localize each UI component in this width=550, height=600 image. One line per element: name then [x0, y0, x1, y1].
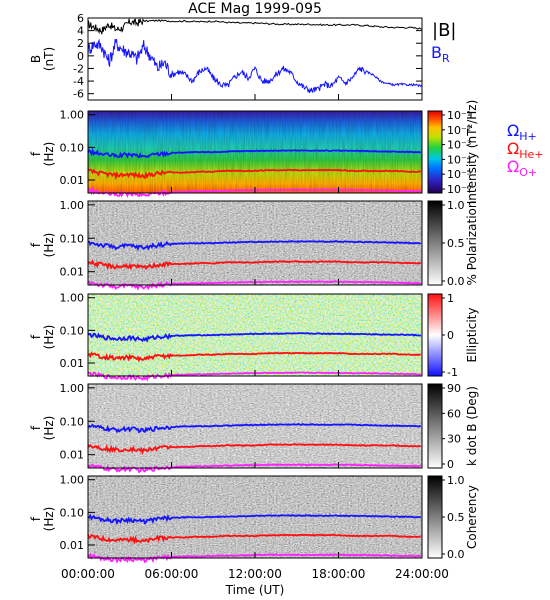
series-line-B-R [87, 38, 423, 94]
colorbar-label: Coherency [465, 485, 479, 549]
y-tick-label: 1.00 [60, 474, 85, 487]
y-tick-label: -2 [73, 62, 84, 75]
panel-frame [87, 17, 423, 101]
colorbar-tick-label: 0 [447, 329, 454, 342]
x-axis-label: Time (UT) [225, 583, 285, 597]
x-tick-label: 06:00:00 [145, 567, 199, 581]
colorbar-label: k dot B (Deg) [465, 386, 479, 466]
colorbar-tick-label: 30 [447, 433, 461, 446]
x-tick-label: 24:00:00 [395, 567, 449, 581]
gyrofrequency-line-Oplus [87, 280, 422, 291]
x-tick-label: 12:00:00 [228, 567, 282, 581]
colorbar-tick-label: 10⁻⁶ [447, 183, 472, 196]
colorbar-tick-label: 10⁻¹ [447, 109, 471, 122]
colorbar-tick-label: 10⁻⁴ [447, 153, 472, 166]
figure-title: ACE Mag 1999-095 [188, 1, 322, 17]
colorbar-tick-label: 1.0 [447, 474, 465, 487]
gyrofrequency-line-Oplus [87, 552, 421, 564]
colorbar [427, 293, 443, 377]
spectrogram-panel-3 [87, 200, 423, 291]
colorbar-tick-label: -1 [447, 366, 458, 379]
y-tick-label: 0.01 [60, 357, 85, 370]
gyrofrequency-line-Hplus [87, 332, 422, 344]
colorbar [427, 383, 443, 469]
y-axis-label: B(nT) [29, 47, 56, 71]
gyrofrequency-line-Oplus [87, 463, 421, 474]
spectrogram-panel-2 [87, 110, 423, 198]
y-tick-label: 1.00 [60, 382, 85, 395]
spectrogram-panel-5 [87, 383, 423, 474]
y-axis-label: f(Hz) [29, 507, 56, 532]
gyrofrequency-line-Oplus [87, 186, 422, 198]
y-tick-label: 0.10 [60, 141, 85, 154]
gyrofrequency-line-Heplus [87, 533, 422, 546]
y-tick-label: 0.10 [60, 415, 85, 428]
colorbar-label: % Polarization [465, 201, 479, 286]
y-axis-label: f(Hz) [29, 142, 56, 167]
y-tick-label: 1.00 [60, 109, 85, 122]
colorbar-tick-label: 0.0 [447, 548, 465, 561]
legend-B-R: BR [431, 43, 450, 65]
colorbar-tick-label: 0 [447, 458, 454, 471]
gyrofrequency-line-Heplus [87, 443, 422, 456]
colorbar-tick-label: 10⁻⁵ [447, 168, 471, 181]
y-tick-label: 0.10 [60, 506, 85, 519]
colorbar-tick-label: 0.5 [447, 511, 465, 524]
y-tick-label: -4 [73, 75, 84, 88]
y-tick-label: 4 [77, 25, 84, 38]
y-tick-label: 0.01 [60, 539, 85, 552]
spectrogram-panel-4 [87, 293, 423, 382]
colorbar-tick-label: 1 [447, 292, 454, 305]
y-tick-label: 0.10 [60, 324, 85, 337]
spectrogram-panel-6 [87, 475, 423, 564]
colorbar-tick-label: 1.0 [447, 199, 465, 212]
y-tick-label: 0.01 [60, 449, 85, 462]
x-tick-label: 18:00:00 [312, 567, 366, 581]
legend-B-magnitude: |B| [432, 20, 456, 41]
y-tick-label: -6 [73, 88, 84, 101]
y-axis-label: f(Hz) [29, 233, 56, 258]
gyrofrequency-line-Oplus [87, 371, 422, 382]
y-tick-label: 0.01 [60, 266, 85, 279]
colorbar-tick-label: 90 [447, 382, 461, 395]
y-tick-label: 0 [77, 50, 84, 63]
y-axis-label: f(Hz) [29, 416, 56, 441]
colorbar-tick-label: 0.0 [447, 275, 465, 288]
colorbar [427, 110, 443, 194]
y-tick-label: 1.00 [60, 199, 85, 212]
y-axis-label: f(Hz) [29, 325, 56, 350]
gyrofrequency-line-Hplus [87, 423, 422, 434]
legend-Hplus: ΩH+ [507, 121, 537, 143]
colorbar-label: Intensity (nT²/Hz) [465, 100, 479, 205]
y-tick-label: 0.10 [60, 232, 85, 245]
colorbar-tick-label: 0.5 [447, 237, 465, 250]
gyrofrequency-line-Heplus [87, 168, 422, 181]
gyrofrequency-line-Heplus [87, 351, 421, 363]
colorbar-tick-label: 10⁻³ [447, 139, 471, 152]
gyrofrequency-line-Heplus [87, 259, 422, 271]
spectrogram-image [88, 384, 422, 468]
gyrofrequency-line-Hplus [87, 513, 421, 526]
colorbar [427, 475, 443, 559]
y-tick-label: 6 [77, 12, 84, 25]
x-tick-label: 00:00:00 [61, 567, 115, 581]
gyrofrequency-line-Hplus [87, 240, 422, 252]
gyrofrequency-line-Hplus [87, 147, 422, 159]
colorbar-tick-label: 10⁻² [447, 124, 471, 137]
y-tick-label: 2 [77, 37, 84, 50]
colorbar [427, 200, 443, 286]
colorbar-tick-label: 60 [447, 407, 461, 420]
colorbar-label: Ellipticity [465, 308, 479, 363]
y-tick-label: 1.00 [60, 292, 85, 305]
y-tick-label: 0.01 [60, 174, 85, 187]
series-line-B-magnitude [88, 17, 423, 35]
